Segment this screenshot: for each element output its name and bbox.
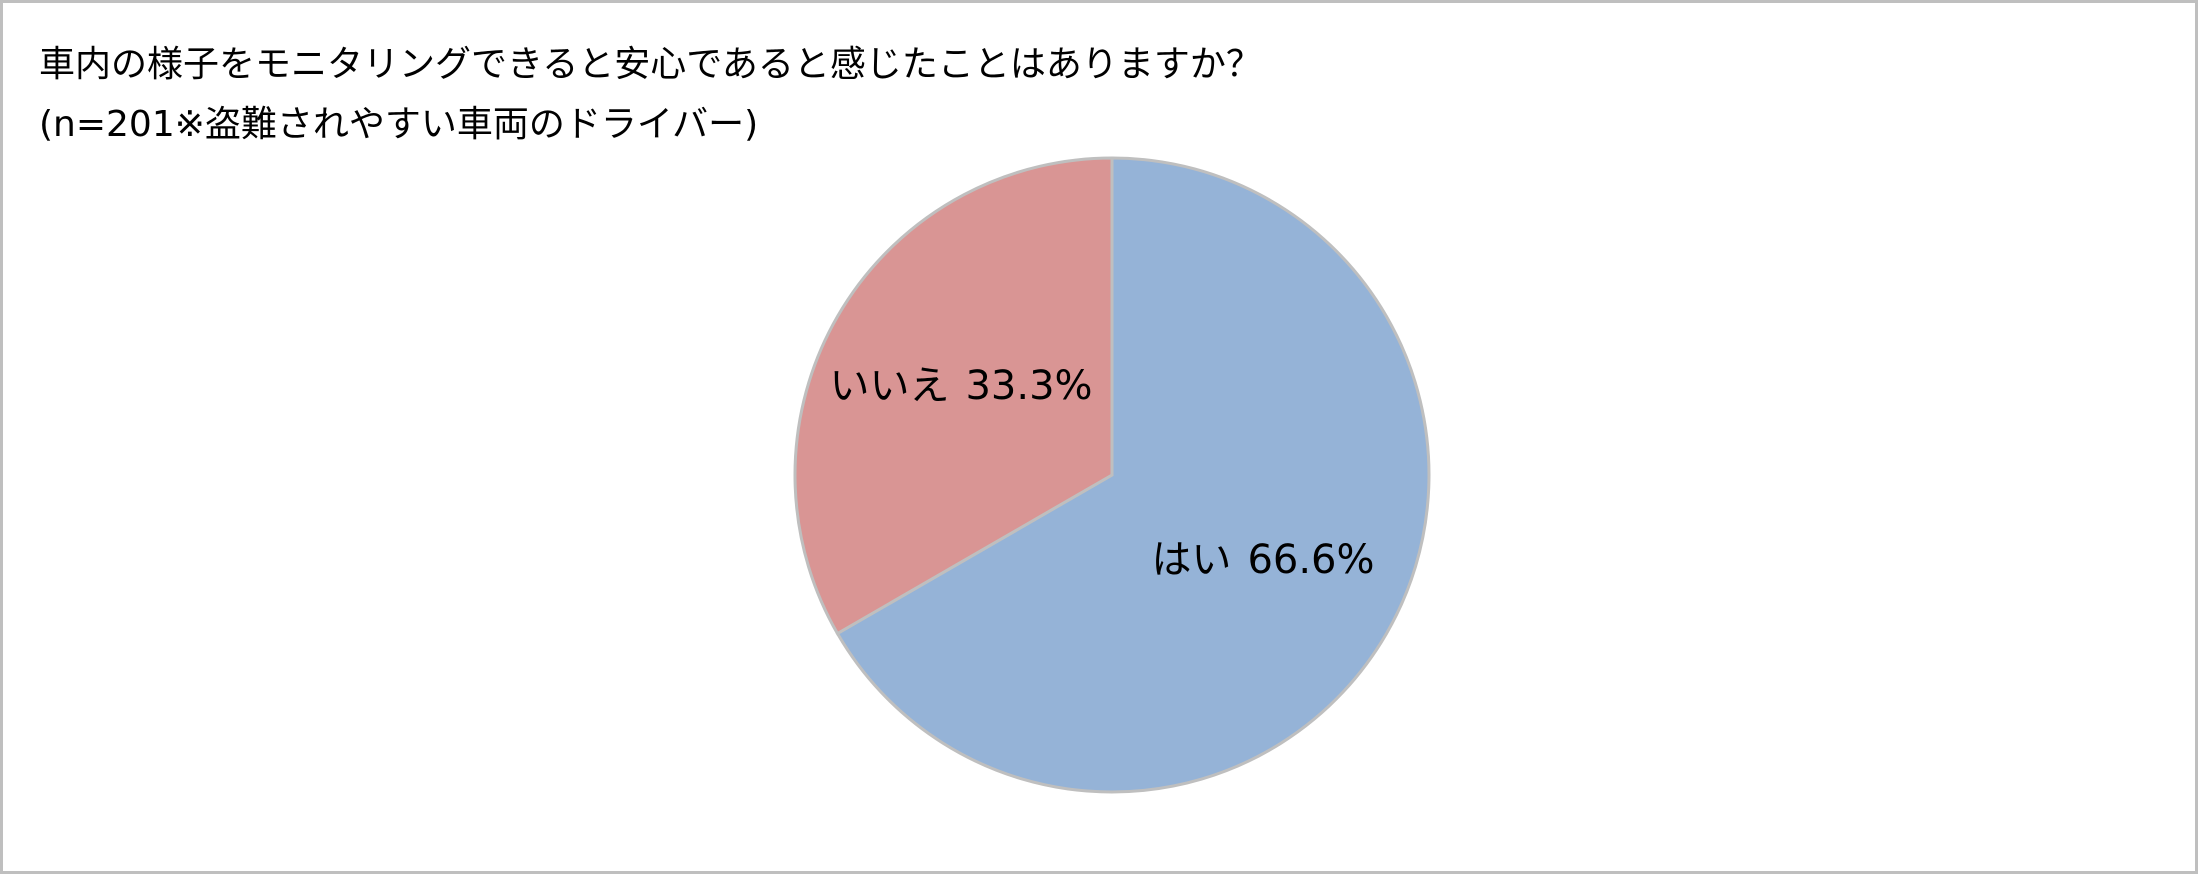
slice-value-label: 33.3% [965, 363, 1092, 409]
slice-category: はい [1151, 537, 1231, 583]
pie-slice [835, 156, 1431, 794]
chart-title: 車内の様子をモニタリングできると安心であると感じたことはありますか？ [39, 44, 1262, 85]
pie-slice [793, 156, 1114, 636]
pie [793, 156, 1431, 794]
slice-value-label: 66.6% [1247, 537, 1374, 583]
chart-subtitle: (n=201※盗難されやすい車両のドライバー) [39, 104, 758, 145]
pie-labels: はい 66.6% いいえ 33.3% [829, 363, 1374, 583]
slice-label: はい 66.6% [1151, 537, 1374, 583]
slice-category: いいえ [829, 363, 949, 409]
slice-label: いいえ 33.3% [829, 363, 1092, 409]
